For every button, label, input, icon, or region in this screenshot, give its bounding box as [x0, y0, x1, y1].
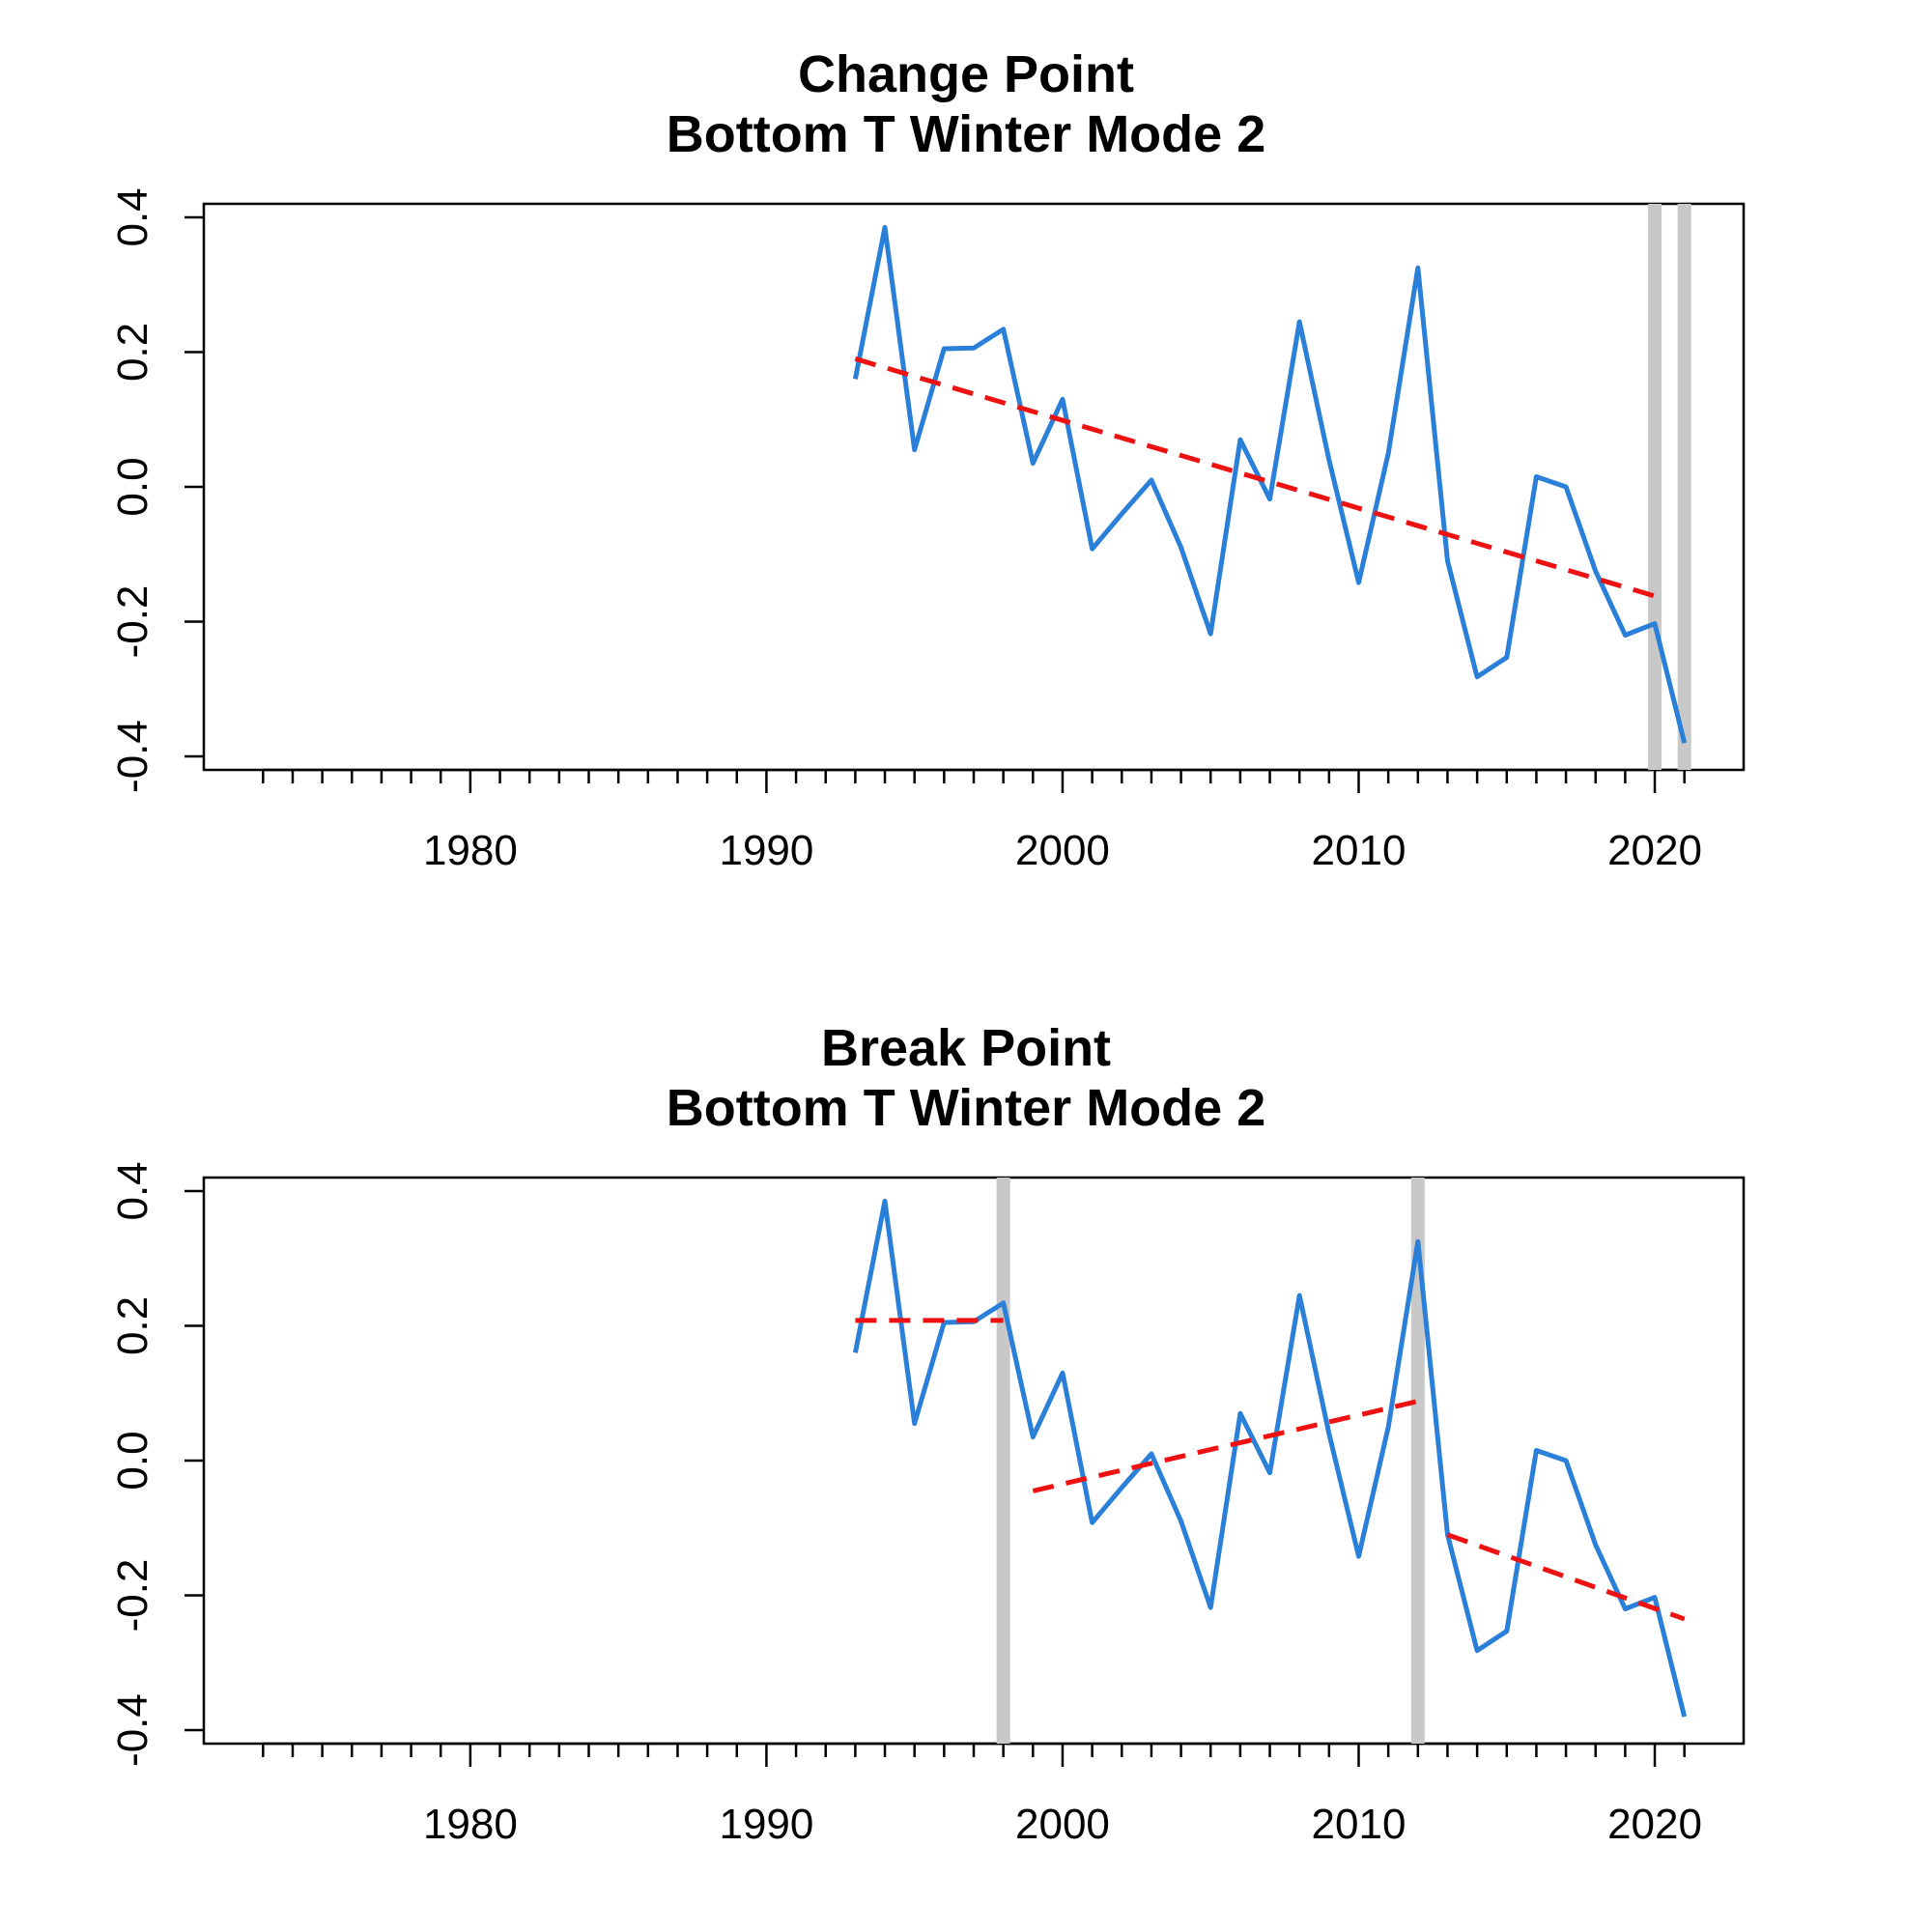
y-axis: -0.4 -0.2 0.0 0.2 0.4	[109, 1161, 204, 1767]
plot-frame	[202, 1176, 1746, 1746]
x-tick-label: 1990	[719, 827, 813, 874]
x-tick-label: 2020	[1607, 827, 1702, 874]
plot-frame	[202, 202, 1746, 772]
change-point-panel: Change Point Bottom T Winter Mode 2 1980…	[109, 45, 1746, 874]
x-tick-label: 2010	[1312, 1801, 1406, 1848]
x-tick-label: 1980	[423, 827, 518, 874]
x-axis: 1980 1990 2000 2010 2020	[262, 768, 1702, 874]
x-tick-label: 2000	[1015, 827, 1110, 874]
y-axis: -0.4 -0.2 0.0 0.2 0.4	[109, 187, 204, 793]
panel-subtitle: Bottom T Winter Mode 2	[667, 1079, 1265, 1137]
series-line	[852, 1198, 1688, 1718]
x-axis: 1980 1990 2000 2010 2020	[262, 1742, 1702, 1848]
trend-line	[1446, 1532, 1686, 1622]
x-tick-label: 1980	[423, 1801, 518, 1848]
y-tick-label: -0.2	[109, 1559, 156, 1633]
y-tick-label: 0.4	[109, 187, 156, 246]
y-tick-label: 0.0	[109, 457, 156, 516]
y-tick-label: 0.0	[109, 1431, 156, 1490]
panel-subtitle: Bottom T Winter Mode 2	[667, 105, 1265, 163]
y-tick-label: -0.4	[109, 1693, 156, 1767]
x-tick-label: 1990	[719, 1801, 813, 1848]
trend-line	[854, 356, 1656, 599]
x-tick-label: 2020	[1607, 1801, 1702, 1848]
y-tick-label: -0.2	[109, 585, 156, 659]
y-tick-label: 0.2	[109, 1296, 156, 1355]
y-tick-label: 0.2	[109, 323, 156, 382]
plot-area	[852, 204, 1691, 770]
y-tick-label: -0.4	[109, 720, 156, 793]
break-point-panel: Break Point Bottom T Winter Mode 2 1980 1…	[109, 1019, 1746, 1848]
x-tick-label: 2010	[1312, 827, 1406, 874]
panel-title: Break Point	[821, 1019, 1111, 1077]
x-tick-label: 2000	[1015, 1801, 1110, 1848]
plot-area	[852, 1178, 1688, 1744]
y-tick-label: 0.4	[109, 1161, 156, 1220]
panel-title: Change Point	[798, 45, 1134, 103]
series-line	[852, 224, 1688, 744]
trend-line	[1032, 1399, 1419, 1493]
